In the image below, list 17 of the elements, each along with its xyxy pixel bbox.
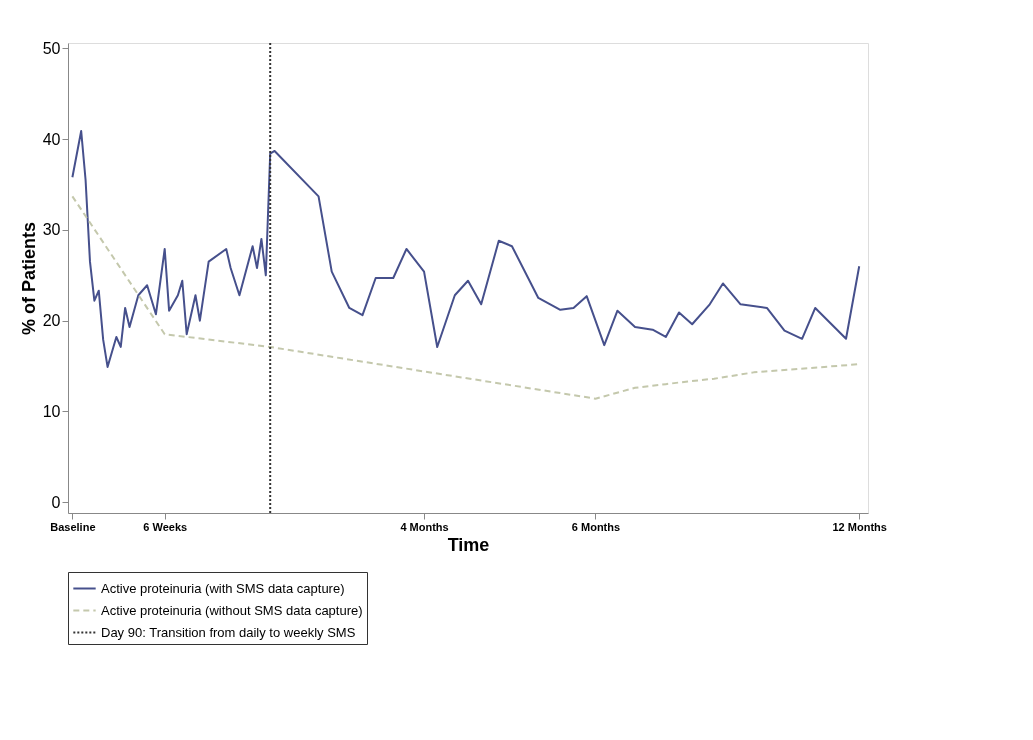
x-tick-label: 6 Months	[571, 520, 621, 533]
y-tick-label: 20	[42, 312, 61, 330]
y-axis-title: % of Patients	[18, 221, 39, 336]
y-tick-label: 0	[51, 493, 61, 511]
y-tick-label: 30	[42, 221, 61, 239]
legend-label: Active proteinuria (with SMS data capture)	[101, 580, 345, 596]
legend-label: Active proteinuria (without SMS data capture)	[101, 602, 363, 618]
x-tick-label: 4 Months	[400, 520, 449, 533]
text: Day 90: Transition from daily to weekly SMS	[101, 624, 356, 640]
y-tick-label: 50	[42, 39, 61, 57]
line-series	[71, 130, 861, 368]
y-tick-label: 40	[42, 130, 61, 148]
x-tick-label: 12 Months	[832, 520, 887, 533]
x-tick-label: Baseline	[50, 520, 96, 533]
x-tick-label: 6 Weeks	[143, 520, 188, 533]
x-axis-title: Time	[447, 534, 490, 555]
y-tick-label: 10	[42, 402, 61, 420]
